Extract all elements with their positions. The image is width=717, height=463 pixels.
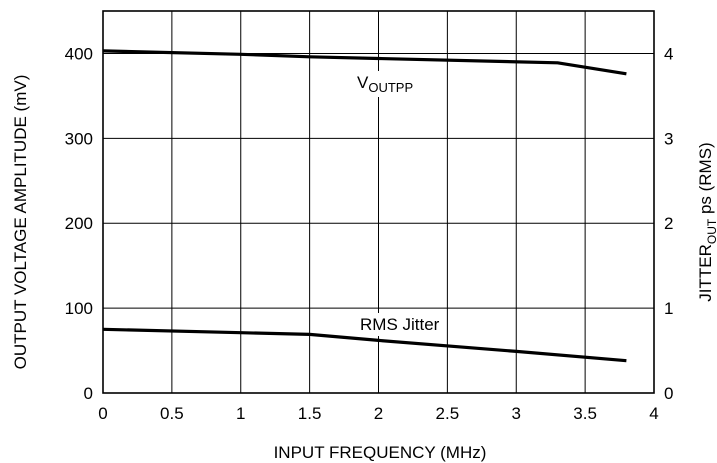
y2-tick-label-4: 4 — [664, 44, 673, 63]
y2-axis-title: JITTEROUT ps (RMS) — [696, 142, 717, 301]
x-tick-label-6: 3 — [512, 404, 521, 423]
y-axis-ticks: 0 100 200 300 400 — [65, 44, 93, 403]
y2-axis-title-prefix: JITTER — [696, 244, 715, 302]
series-label-mask-1 — [354, 313, 446, 336]
y2-tick-label-0: 0 — [664, 384, 673, 403]
series-label-voutpp: VOUTPP — [357, 73, 413, 95]
series-label-voutpp-sub: OUTPP — [368, 80, 413, 95]
y2-tick-label-1: 1 — [664, 299, 673, 318]
y2-axis-title-subscript: OUT — [705, 218, 717, 244]
series-lines — [102, 49, 627, 363]
series-label-rms-jitter: RMS Jitter — [360, 315, 440, 334]
x-tick-label-7: 3.5 — [573, 404, 597, 423]
x-tick-label-0: 0 — [98, 404, 107, 423]
series-line-0 — [102, 49, 627, 76]
grid — [102, 11, 655, 394]
series-line-1 — [102, 327, 627, 363]
x-axis-title: INPUT FREQUENCY (MHz) — [274, 443, 487, 462]
x-tick-label-8: 4 — [649, 404, 658, 423]
y-tick-label-1: 100 — [65, 299, 93, 318]
y-tick-label-3: 300 — [65, 129, 93, 148]
x-tick-label-5: 2.5 — [436, 404, 460, 423]
y2-tick-label-2: 2 — [664, 214, 673, 233]
y-tick-label-4: 400 — [65, 44, 93, 63]
y-tick-label-2: 200 — [65, 214, 93, 233]
series-label-voutpp-main: V — [357, 73, 369, 92]
series-label-mask-0 — [351, 71, 420, 97]
x-tick-label-3: 1.5 — [298, 404, 322, 423]
x-tick-label-4: 2 — [374, 404, 383, 423]
y2-axis-title-suffix: ps (RMS) — [696, 142, 715, 219]
series-labels: VOUTPP RMS Jitter — [357, 73, 440, 334]
x-tick-label-2: 1 — [236, 404, 245, 423]
y2-tick-label-3: 3 — [664, 129, 673, 148]
x-axis-ticks: 0 0.5 1 1.5 2 2.5 3 3.5 4 — [98, 404, 658, 423]
plot-frame — [102, 10, 655, 394]
label-masks — [351, 71, 446, 336]
y2-axis-ticks: 0 1 2 3 4 — [664, 44, 673, 403]
y-axis-title: OUTPUT VOLTAGE AMPLITUDE (mV) — [11, 75, 30, 370]
x-tick-label-1: 0.5 — [160, 404, 184, 423]
y-tick-label-0: 0 — [84, 384, 93, 403]
